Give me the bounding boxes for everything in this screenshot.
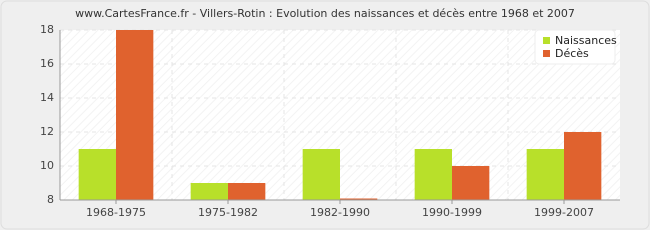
y-tick-label: 12	[40, 125, 54, 138]
legend-swatch	[543, 37, 550, 44]
bar	[526, 149, 564, 200]
y-tick-label: 14	[40, 91, 54, 104]
x-tick-label: 1975-1982	[198, 206, 258, 219]
bar	[340, 198, 378, 200]
bar	[78, 149, 116, 200]
legend-label: Décès	[555, 47, 589, 60]
y-tick-label: 10	[40, 159, 54, 172]
legend-swatch	[543, 50, 550, 57]
x-tick-label: 1999-2007	[534, 206, 594, 219]
y-tick-label: 16	[40, 57, 54, 70]
x-tick-label: 1968-1975	[86, 206, 146, 219]
x-tick-label: 1990-1999	[422, 206, 482, 219]
x-tick-label: 1982-1990	[310, 206, 370, 219]
bar	[564, 132, 602, 200]
bar	[414, 149, 452, 200]
bar	[302, 149, 340, 200]
legend-label: Naissances	[555, 34, 617, 47]
y-tick-label: 8	[47, 193, 54, 206]
bar	[190, 183, 228, 200]
bar	[228, 183, 266, 200]
legend-box	[534, 29, 616, 65]
chart: www.CartesFrance.fr - Villers-Rotin : Ev…	[0, 0, 650, 230]
frame	[0, 0, 650, 230]
bar	[452, 166, 490, 200]
bar	[116, 30, 154, 200]
y-tick-label: 18	[40, 23, 54, 36]
chart-title: www.CartesFrance.fr - Villers-Rotin : Ev…	[75, 7, 575, 20]
